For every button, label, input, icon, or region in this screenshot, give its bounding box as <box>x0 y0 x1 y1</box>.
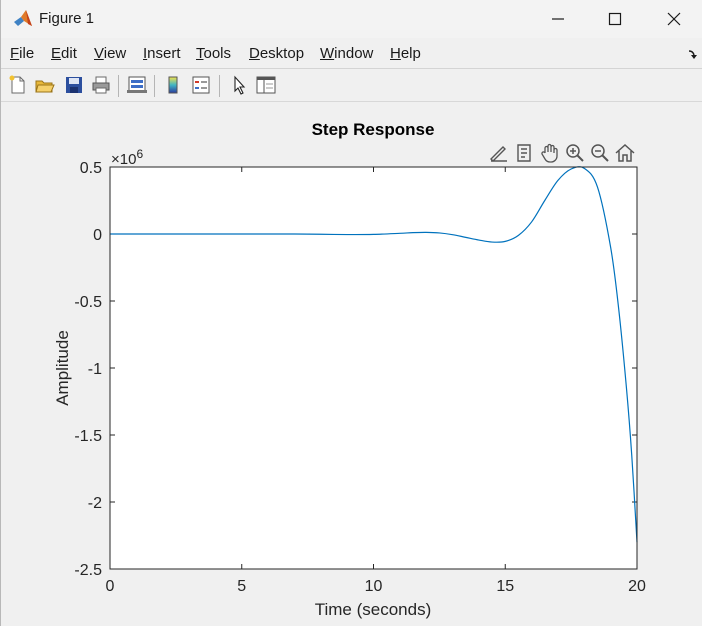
x-tick-label: 0 <box>106 578 115 595</box>
menu-window[interactable]: Window <box>320 45 374 62</box>
edit-plot-icon <box>234 75 246 95</box>
data-tips-button[interactable] <box>517 144 531 162</box>
menu-bar: File Edit View Insert Tools Desktop Wind… <box>1 40 702 68</box>
open-file-icon <box>35 80 55 93</box>
y-tick-label: -2 <box>88 495 102 512</box>
zoom-out-button[interactable] <box>591 144 609 162</box>
print-button[interactable] <box>89 73 113 97</box>
insert-legend-icon <box>192 76 210 94</box>
axes-box <box>109 166 638 570</box>
dock-arrow-icon[interactable] <box>687 48 699 60</box>
axes-toolbar <box>490 143 635 163</box>
brush-button[interactable] <box>490 146 507 162</box>
y-tick-label: -1 <box>88 361 102 378</box>
toolbar-separator <box>219 75 220 97</box>
menu-insert[interactable]: Insert <box>143 45 181 62</box>
zoom-in-button[interactable] <box>566 144 584 162</box>
figure-toolbar <box>1 69 702 102</box>
insert-colorbar-button[interactable] <box>161 73 185 97</box>
new-figure-button[interactable] <box>6 73 30 97</box>
link-plot-button[interactable] <box>125 73 149 97</box>
link-plot-icon <box>127 76 147 93</box>
toolbar-separator <box>154 75 155 97</box>
minimize-icon <box>552 18 564 20</box>
close-icon <box>667 12 681 26</box>
minimize-button[interactable] <box>529 0 587 38</box>
y-tick-label: -2.5 <box>74 562 102 579</box>
step-response-plot[interactable]: 0 5 10 15 20 0.5 0 -0.5 -1 -1.5 -2 -2.5 Step Respo… <box>5 102 702 626</box>
data-tips-icon <box>517 144 531 162</box>
y-tick-labels: 0.5 0 -0.5 -1 -1.5 -2 -2.5 <box>74 160 102 579</box>
menu-desktop[interactable]: Desktop <box>249 45 305 62</box>
axes-background <box>110 167 637 569</box>
x-tick-label: 10 <box>365 578 383 595</box>
window-title: Figure 1 <box>39 10 95 27</box>
home-button[interactable] <box>615 143 635 162</box>
zoom-in-icon <box>566 144 584 162</box>
y-tick-label: -0.5 <box>74 294 102 311</box>
toolbar-separator <box>118 75 119 97</box>
new-figure-icon <box>9 75 25 94</box>
figure-canvas[interactable]: 0 5 10 15 20 0.5 0 -0.5 -1 -1.5 -2 -2.5 Step Respo… <box>5 102 702 626</box>
y-tick-label: -1.5 <box>74 428 102 445</box>
x-axis-label: Time (seconds) <box>315 600 432 619</box>
save-icon <box>66 77 82 93</box>
menu-help[interactable]: Help <box>390 45 421 62</box>
pan-button[interactable] <box>541 143 558 163</box>
menu-tools[interactable]: Tools <box>196 45 232 62</box>
x-tick-label: 15 <box>496 578 514 595</box>
pan-icon <box>541 143 558 163</box>
y-exponent-label: ×106 <box>111 147 143 168</box>
x-tick-label: 20 <box>628 578 646 595</box>
close-button[interactable] <box>645 0 702 38</box>
title-bar[interactable]: Figure 1 <box>1 0 702 38</box>
save-button[interactable] <box>62 73 86 97</box>
window-left-edge <box>1 38 5 626</box>
insert-legend-button[interactable] <box>189 73 213 97</box>
menu-edit[interactable]: Edit <box>51 45 77 62</box>
y-tick-label: 0 <box>93 227 102 244</box>
home-icon <box>615 143 635 162</box>
property-inspector-icon <box>256 76 276 94</box>
x-tick-labels: 0 5 10 15 20 <box>106 578 646 595</box>
property-inspector-button[interactable] <box>254 73 278 97</box>
brush-icon <box>490 146 507 162</box>
y-axis-label: Amplitude <box>53 330 72 406</box>
y-tick-label: 0.5 <box>80 160 102 177</box>
print-icon <box>92 76 110 94</box>
edit-plot-button[interactable] <box>227 73 251 97</box>
chart-title: Step Response <box>312 120 435 139</box>
insert-colorbar-icon <box>168 76 178 94</box>
menubar-separator <box>1 68 702 69</box>
menu-file[interactable]: File <box>10 45 35 62</box>
zoom-out-icon <box>591 144 609 162</box>
menu-view[interactable]: View <box>94 45 127 62</box>
series-line <box>110 166 638 543</box>
matlab-logo-icon <box>14 10 32 26</box>
maximize-button[interactable] <box>586 0 644 38</box>
open-file-button[interactable] <box>33 73 57 97</box>
maximize-icon <box>608 12 622 26</box>
x-tick-label: 5 <box>237 578 246 595</box>
